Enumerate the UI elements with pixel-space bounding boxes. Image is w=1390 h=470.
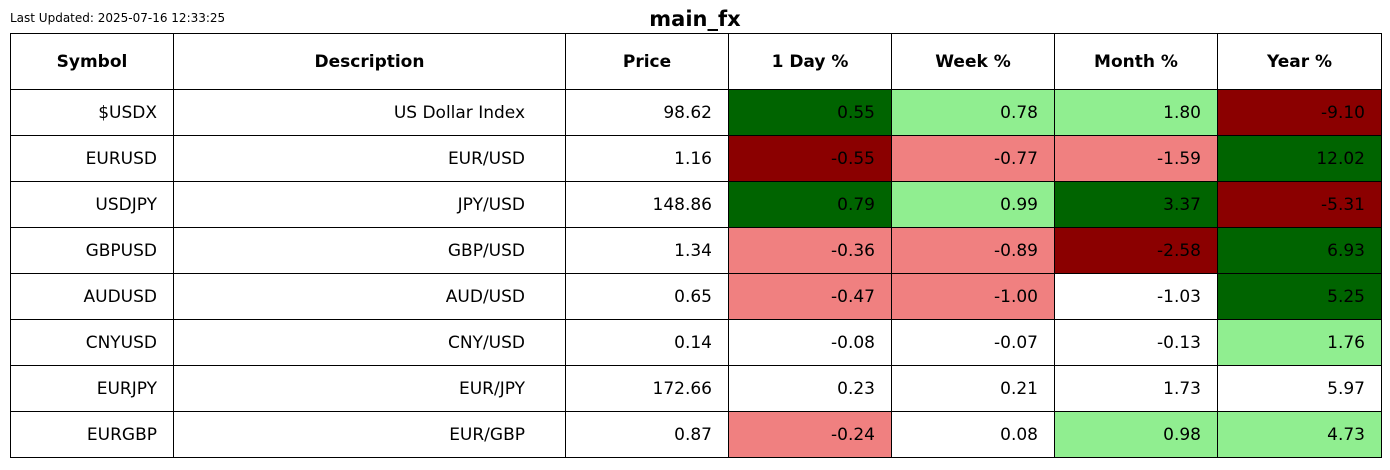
day-change-cell: -0.08 [728,319,892,366]
month-change-cell: 3.37 [1054,181,1218,228]
fx-table: Symbol Description Price 1 Day % Week % … [10,33,1382,458]
table-row: $USDX US Dollar Index 98.62 0.55 0.78 1.… [10,89,1382,136]
week-change-cell: 0.78 [891,89,1055,136]
week-change-cell: -0.89 [891,227,1055,274]
week-change-cell: 0.99 [891,181,1055,228]
price-cell: 0.65 [565,273,729,320]
column-header-year-pct: Year % [1217,33,1382,90]
year-change-cell: -5.31 [1217,181,1382,228]
column-header-month-pct: Month % [1054,33,1218,90]
symbol-cell: USDJPY [10,181,174,228]
year-change-cell: 1.76 [1217,319,1382,366]
week-change-cell: 0.08 [891,411,1055,458]
symbol-cell: EURGBP [10,411,174,458]
table-row: EURJPY EUR/JPY 172.66 0.23 0.21 1.73 5.9… [10,365,1382,412]
symbol-cell: $USDX [10,89,174,136]
week-change-cell: 0.21 [891,365,1055,412]
price-cell: 148.86 [565,181,729,228]
day-change-cell: -0.55 [728,135,892,182]
price-cell: 1.34 [565,227,729,274]
description-cell: US Dollar Index [173,89,566,136]
day-change-cell: 0.55 [728,89,892,136]
year-change-cell: -9.10 [1217,89,1382,136]
month-change-cell: -1.59 [1054,135,1218,182]
month-change-cell: 0.98 [1054,411,1218,458]
description-cell: EUR/USD [173,135,566,182]
table-body: $USDX US Dollar Index 98.62 0.55 0.78 1.… [10,89,1382,458]
day-change-cell: -0.36 [728,227,892,274]
description-cell: EUR/GBP [173,411,566,458]
day-change-cell: 0.79 [728,181,892,228]
last-updated-timestamp: Last Updated: 2025-07-16 12:33:25 [10,11,226,25]
symbol-cell: GBPUSD [10,227,174,274]
year-change-cell: 12.02 [1217,135,1382,182]
year-change-cell: 4.73 [1217,411,1382,458]
week-change-cell: -1.00 [891,273,1055,320]
column-header-week-pct: Week % [891,33,1055,90]
description-cell: GBP/USD [173,227,566,274]
table-row: CNYUSD CNY/USD 0.14 -0.08 -0.07 -0.13 1.… [10,319,1382,366]
description-cell: CNY/USD [173,319,566,366]
price-cell: 98.62 [565,89,729,136]
day-change-cell: 0.23 [728,365,892,412]
description-cell: AUD/USD [173,273,566,320]
header-row: Symbol Description Price 1 Day % Week % … [10,33,1382,90]
month-change-cell: -0.13 [1054,319,1218,366]
month-change-cell: -1.03 [1054,273,1218,320]
symbol-cell: CNYUSD [10,319,174,366]
year-change-cell: 5.97 [1217,365,1382,412]
price-cell: 172.66 [565,365,729,412]
price-cell: 1.16 [565,135,729,182]
description-cell: JPY/USD [173,181,566,228]
column-header-1-day-pct: 1 Day % [728,33,892,90]
day-change-cell: -0.24 [728,411,892,458]
year-change-cell: 5.25 [1217,273,1382,320]
month-change-cell: 1.80 [1054,89,1218,136]
column-header-symbol: Symbol [10,33,174,90]
week-change-cell: -0.77 [891,135,1055,182]
week-change-cell: -0.07 [891,319,1055,366]
symbol-cell: EURUSD [10,135,174,182]
month-change-cell: -2.58 [1054,227,1218,274]
description-cell: EUR/JPY [173,365,566,412]
column-header-description: Description [173,33,566,90]
table-row: GBPUSD GBP/USD 1.34 -0.36 -0.89 -2.58 6.… [10,227,1382,274]
price-cell: 0.87 [565,411,729,458]
day-change-cell: -0.47 [728,273,892,320]
year-change-cell: 6.93 [1217,227,1382,274]
column-header-price: Price [565,33,729,90]
page-title: main_fx [649,7,741,31]
table-row: EURGBP EUR/GBP 0.87 -0.24 0.08 0.98 4.73 [10,411,1382,458]
symbol-cell: EURJPY [10,365,174,412]
table-row: USDJPY JPY/USD 148.86 0.79 0.99 3.37 -5.… [10,181,1382,228]
symbol-cell: AUDUSD [10,273,174,320]
month-change-cell: 1.73 [1054,365,1218,412]
price-cell: 0.14 [565,319,729,366]
table-row: AUDUSD AUD/USD 0.65 -0.47 -1.00 -1.03 5.… [10,273,1382,320]
table-row: EURUSD EUR/USD 1.16 -0.55 -0.77 -1.59 12… [10,135,1382,182]
